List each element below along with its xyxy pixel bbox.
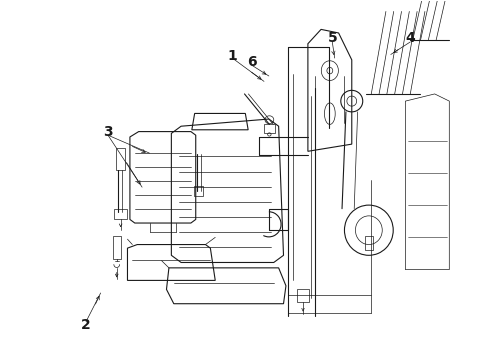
Text: 4: 4 xyxy=(405,31,414,45)
Bar xyxy=(297,289,309,302)
Bar xyxy=(364,235,372,250)
Text: 5: 5 xyxy=(327,31,336,45)
Bar xyxy=(114,209,127,220)
Bar xyxy=(116,148,125,170)
Bar xyxy=(264,125,274,134)
Text: 6: 6 xyxy=(246,55,256,69)
Text: 2: 2 xyxy=(81,318,91,332)
Text: 3: 3 xyxy=(103,125,113,139)
Text: 1: 1 xyxy=(227,49,237,63)
Bar xyxy=(193,186,202,197)
Bar xyxy=(113,235,121,259)
